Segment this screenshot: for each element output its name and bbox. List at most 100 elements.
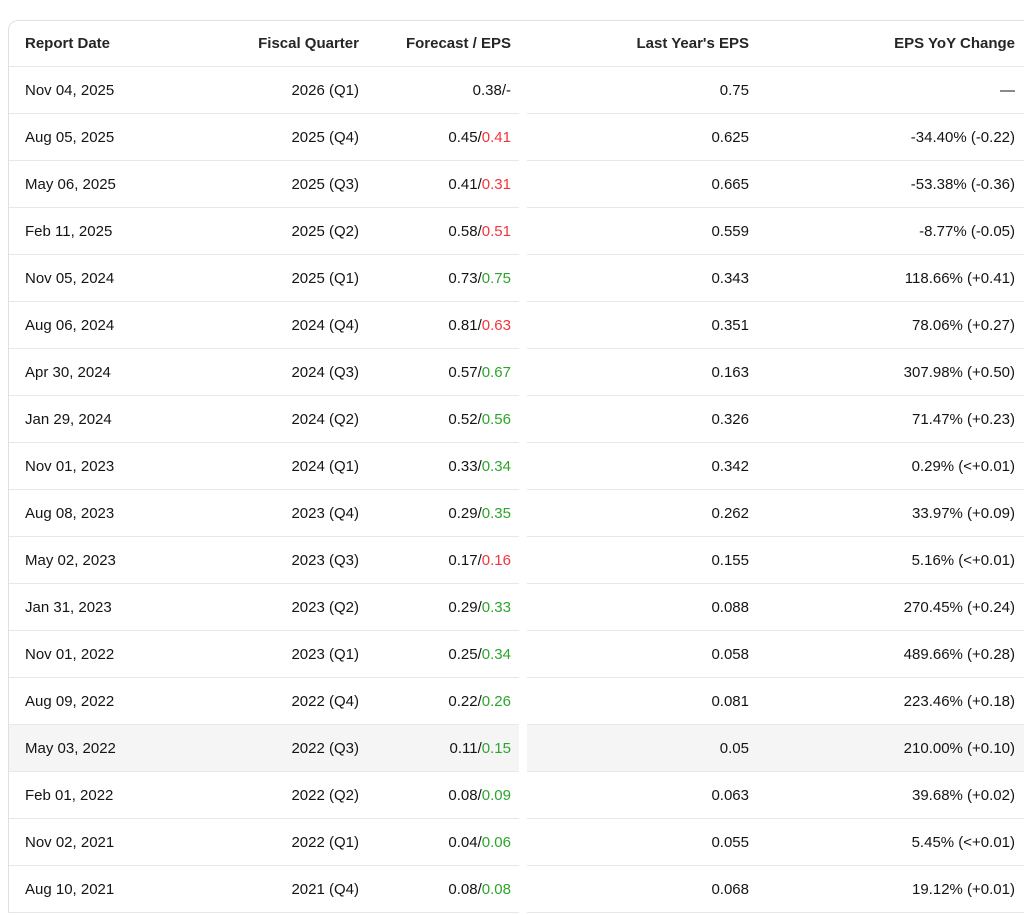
fiscal-quarter-cell: 2024 (Q3) (291, 363, 359, 381)
forecast-eps-cell: 0.25 / 0.34 (367, 631, 519, 677)
eps-yoy-change-cell: 489.66% (+0.28) (903, 645, 1015, 663)
fiscal-quarter-cell: 2026 (Q1) (291, 81, 359, 99)
forecast-eps-cell: 0.08 / 0.08 (367, 866, 519, 912)
eps-yoy-change-cell: 0.29% (<+0.01) (911, 457, 1015, 475)
report-date-cell: Aug 08, 2023 (25, 504, 115, 522)
last-year-eps-cell: 0.351 (711, 316, 749, 334)
forecast-eps-cell: 0.11 / 0.15 (367, 725, 519, 771)
actual-eps-value: 0.56 (481, 410, 511, 428)
table-row[interactable]: Feb 11, 2025 2025 (Q2) 0.58 / 0.51 0.559… (9, 208, 1024, 255)
forecast-eps-cell: 0.29 / 0.33 (367, 584, 519, 630)
table-row[interactable]: Nov 04, 2025 2026 (Q1) 0.38 / - 0.75 — (9, 67, 1024, 114)
table-row[interactable]: Nov 05, 2024 2025 (Q1) 0.73 / 0.75 0.343… (9, 255, 1024, 302)
last-year-eps-cell: 0.068 (711, 880, 749, 898)
forecast-value: 0.22 (448, 692, 478, 710)
actual-eps-value: 0.31 (481, 175, 511, 193)
eps-yoy-change-cell: 78.06% (+0.27) (912, 316, 1015, 334)
table-row[interactable]: Nov 01, 2023 2024 (Q1) 0.33 / 0.34 0.342… (9, 443, 1024, 490)
column-header-forecast-eps: Forecast / EPS (405, 35, 511, 52)
forecast-eps-cell: 0.22 / 0.26 (367, 678, 519, 724)
report-date-cell: Jan 31, 2023 (25, 598, 112, 616)
forecast-eps-cell: 0.08 / 0.09 (367, 772, 519, 818)
last-year-eps-cell: 0.155 (711, 551, 749, 569)
forecast-separator: / (477, 128, 482, 146)
table-row[interactable]: May 06, 2025 2025 (Q3) 0.41 / 0.31 0.665… (9, 161, 1024, 208)
fiscal-quarter-cell: 2023 (Q2) (291, 598, 359, 616)
forecast-separator: / (477, 880, 482, 898)
actual-eps-value: 0.41 (481, 128, 511, 146)
report-date-cell: Nov 01, 2022 (25, 645, 115, 663)
forecast-value: 0.04 (448, 833, 478, 851)
last-year-eps-cell: 0.05 (719, 739, 749, 757)
table-row[interactable]: May 03, 2022 2022 (Q3) 0.11 / 0.15 0.05 … (9, 725, 1024, 772)
fiscal-quarter-cell: 2022 (Q3) (291, 739, 359, 757)
table-row[interactable]: Feb 01, 2022 2022 (Q2) 0.08 / 0.09 0.063… (9, 772, 1024, 819)
table-row[interactable]: Aug 09, 2022 2022 (Q4) 0.22 / 0.26 0.081… (9, 678, 1024, 725)
eps-yoy-change-cell: -8.77% (-0.05) (919, 222, 1015, 240)
forecast-value: 0.25 (448, 645, 478, 663)
actual-eps-value: 0.51 (481, 222, 511, 240)
forecast-eps-cell: 0.52 / 0.56 (367, 396, 519, 442)
table-row[interactable]: Aug 06, 2024 2024 (Q4) 0.81 / 0.63 0.351… (9, 302, 1024, 349)
forecast-value: 0.08 (448, 880, 478, 898)
table-row[interactable]: May 02, 2023 2023 (Q3) 0.17 / 0.16 0.155… (9, 537, 1024, 584)
fiscal-quarter-cell: 2022 (Q4) (291, 692, 359, 710)
table-body: Nov 04, 2025 2026 (Q1) 0.38 / - 0.75 — A… (9, 67, 1024, 913)
table-row[interactable]: Apr 30, 2024 2024 (Q3) 0.57 / 0.67 0.163… (9, 349, 1024, 396)
fiscal-quarter-cell: 2025 (Q1) (291, 269, 359, 287)
fiscal-quarter-cell: 2025 (Q4) (291, 128, 359, 146)
actual-eps-value: 0.06 (481, 833, 511, 851)
last-year-eps-cell: 0.343 (711, 269, 749, 287)
last-year-eps-cell: 0.665 (711, 175, 749, 193)
last-year-eps-cell: 0.081 (711, 692, 749, 710)
last-year-eps-cell: 0.088 (711, 598, 749, 616)
forecast-value: 0.45 (448, 128, 478, 146)
report-date-cell: Nov 01, 2023 (25, 457, 115, 475)
last-year-eps-cell: 0.163 (711, 363, 749, 381)
report-date-cell: Feb 01, 2022 (25, 786, 114, 804)
table-row[interactable]: Aug 05, 2025 2025 (Q4) 0.45 / 0.41 0.625… (9, 114, 1024, 161)
last-year-eps-cell: 0.75 (719, 81, 749, 99)
table-row[interactable]: Nov 02, 2021 2022 (Q1) 0.04 / 0.06 0.055… (9, 819, 1024, 866)
actual-eps-value: 0.15 (481, 739, 511, 757)
forecast-separator: / (477, 363, 482, 381)
forecast-value: 0.52 (448, 410, 478, 428)
forecast-separator: / (477, 457, 482, 475)
table-row[interactable]: Nov 01, 2022 2023 (Q1) 0.25 / 0.34 0.058… (9, 631, 1024, 678)
eps-yoy-change-cell: -34.40% (-0.22) (910, 128, 1015, 146)
eps-yoy-change-cell: 71.47% (+0.23) (912, 410, 1015, 428)
actual-eps-value: 0.16 (481, 551, 511, 569)
forecast-value: 0.11 (449, 739, 478, 757)
report-date-cell: May 06, 2025 (25, 175, 116, 193)
forecast-separator: / (501, 81, 506, 99)
table-row[interactable]: Aug 10, 2021 2021 (Q4) 0.08 / 0.08 0.068… (9, 866, 1024, 913)
forecast-value: 0.41 (448, 175, 478, 193)
eps-yoy-change-cell: 33.97% (+0.09) (912, 504, 1015, 522)
forecast-separator: / (477, 833, 482, 851)
forecast-separator: / (477, 504, 482, 522)
forecast-eps-cell: 0.17 / 0.16 (367, 537, 519, 583)
last-year-eps-cell: 0.058 (711, 645, 749, 663)
fiscal-quarter-cell: 2024 (Q4) (291, 316, 359, 334)
forecast-value: 0.08 (448, 786, 478, 804)
forecast-value: 0.57 (448, 363, 478, 381)
fiscal-quarter-cell: 2025 (Q3) (291, 175, 359, 193)
forecast-value: 0.81 (448, 316, 478, 334)
eps-yoy-change-cell: 5.16% (<+0.01) (911, 551, 1015, 569)
report-date-cell: Aug 06, 2024 (25, 316, 115, 334)
forecast-value: 0.58 (448, 222, 478, 240)
forecast-separator: / (477, 692, 482, 710)
column-header-fiscal-quarter: Fiscal Quarter (258, 35, 359, 52)
eps-yoy-change-cell: 19.12% (+0.01) (912, 880, 1015, 898)
last-year-eps-cell: 0.262 (711, 504, 749, 522)
table-row[interactable]: Aug 08, 2023 2023 (Q4) 0.29 / 0.35 0.262… (9, 490, 1024, 537)
report-date-cell: May 02, 2023 (25, 551, 116, 569)
forecast-separator: / (477, 222, 482, 240)
table-row[interactable]: Jan 31, 2023 2023 (Q2) 0.29 / 0.33 0.088… (9, 584, 1024, 631)
fiscal-quarter-cell: 2024 (Q2) (291, 410, 359, 428)
report-date-cell: Nov 05, 2024 (25, 269, 115, 287)
forecast-separator: / (477, 175, 482, 193)
eps-yoy-change-cell: — (1000, 81, 1015, 99)
forecast-value: 0.73 (448, 269, 478, 287)
table-row[interactable]: Jan 29, 2024 2024 (Q2) 0.52 / 0.56 0.326… (9, 396, 1024, 443)
